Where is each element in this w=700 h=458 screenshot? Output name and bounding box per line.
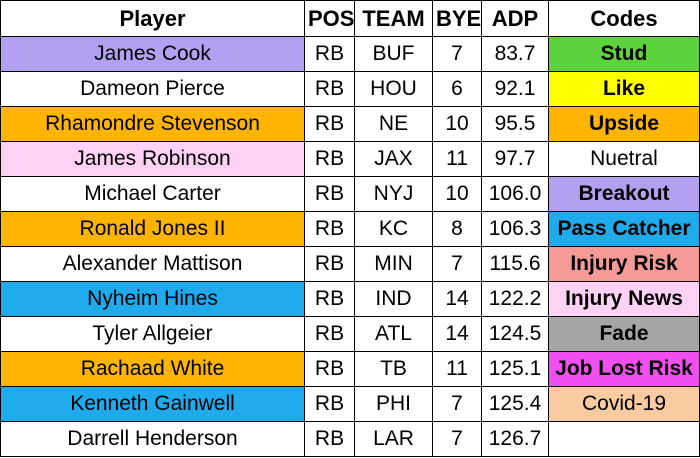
table-row: Dameon Pierce RB HOU 6 92.1 Like [0,71,700,107]
adp-cell: 115.6 [481,246,549,282]
bye-cell: 10 [432,106,482,142]
player-cell: Nyheim Hines [0,281,305,317]
table-body: James Cook RB BUF 7 83.7 Stud Dameon Pierce RB H… [0,36,700,457]
adp-cell: 106.0 [481,176,549,212]
table-row: James Cook RB BUF 7 83.7 Stud [0,36,700,72]
pos-cell: RB [304,36,355,72]
bye-cell: 8 [432,211,482,247]
header-codes: Codes [548,0,700,37]
team-cell: KC [354,211,433,247]
team-cell: ATL [354,316,433,352]
adp-cell: 122.2 [481,281,549,317]
table-row: Ronald Jones II RB KC 8 106.3 Pass Catcher [0,211,700,247]
player-cell: Darrell Henderson [0,421,305,457]
table-row: James Robinson RB JAX 11 97.7 Nuetral [0,141,700,177]
table-row: Tyler Allgeier RB ATL 14 124.5 Fade [0,316,700,352]
pos-cell: RB [304,386,355,422]
team-cell: LAR [354,421,433,457]
table-row: Rachaad White RB TB 11 125.1 Job Lost Risk [0,351,700,387]
code-cell: Pass Catcher [548,211,700,247]
table-row: Kenneth Gainwell RB PHI 7 125.4 Covid-19 [0,386,700,422]
header-team: TEAM [354,0,433,37]
adp-cell: 97.7 [481,141,549,177]
team-cell: TB [354,351,433,387]
pos-cell: RB [304,141,355,177]
adp-cell: 92.1 [481,71,549,107]
code-cell: Job Lost Risk [548,351,700,387]
pos-cell: RB [304,246,355,282]
pos-cell: RB [304,106,355,142]
player-cell: Michael Carter [0,176,305,212]
code-cell: Upside [548,106,700,142]
header-bye: BYE [432,0,482,37]
code-cell: Fade [548,316,700,352]
bye-cell: 6 [432,71,482,107]
code-cell: Stud [548,36,700,72]
code-cell: Covid-19 [548,386,700,422]
player-cell: Rhamondre Stevenson [0,106,305,142]
bye-cell: 7 [432,421,482,457]
code-cell: Breakout [548,176,700,212]
team-cell: JAX [354,141,433,177]
adp-cell: 124.5 [481,316,549,352]
adp-cell: 95.5 [481,106,549,142]
player-cell: James Robinson [0,141,305,177]
bye-cell: 7 [432,386,482,422]
adp-cell: 106.3 [481,211,549,247]
header-row: Player POS TEAM BYE ADP Codes [0,0,700,37]
player-cell: James Cook [0,36,305,72]
pos-cell: RB [304,351,355,387]
pos-cell: RB [304,176,355,212]
player-cell: Kenneth Gainwell [0,386,305,422]
bye-cell: 10 [432,176,482,212]
table-row: Nyheim Hines RB IND 14 122.2 Injury News [0,281,700,317]
adp-cell: 83.7 [481,36,549,72]
table-row: Rhamondre Stevenson RB NE 10 95.5 Upside [0,106,700,142]
team-cell: IND [354,281,433,317]
bye-cell: 7 [432,36,482,72]
adp-cell: 125.1 [481,351,549,387]
player-cell: Dameon Pierce [0,71,305,107]
code-cell: Nuetral [548,141,700,177]
code-cell: Injury Risk [548,246,700,282]
team-cell: HOU [354,71,433,107]
bye-cell: 14 [432,316,482,352]
table-row: Darrell Henderson RB LAR 7 126.7 [0,421,700,457]
player-cell: Tyler Allgeier [0,316,305,352]
bye-cell: 14 [432,281,482,317]
player-cell: Ronald Jones II [0,211,305,247]
header-player: Player [0,0,305,37]
code-cell: Like [548,71,700,107]
pos-cell: RB [304,421,355,457]
pos-cell: RB [304,211,355,247]
table-row: Alexander Mattison RB MIN 7 115.6 Injury Risk [0,246,700,282]
bye-cell: 11 [432,141,482,177]
header-pos: POS [304,0,355,37]
code-cell [548,421,700,457]
bye-cell: 7 [432,246,482,282]
player-cell: Rachaad White [0,351,305,387]
header-adp: ADP [481,0,549,37]
team-cell: NE [354,106,433,142]
player-cell: Alexander Mattison [0,246,305,282]
team-cell: PHI [354,386,433,422]
adp-cell: 125.4 [481,386,549,422]
code-cell: Injury News [548,281,700,317]
table-row: Michael Carter RB NYJ 10 106.0 Breakout [0,176,700,212]
adp-cell: 126.7 [481,421,549,457]
pos-cell: RB [304,281,355,317]
team-cell: BUF [354,36,433,72]
team-cell: NYJ [354,176,433,212]
pos-cell: RB [304,316,355,352]
bye-cell: 11 [432,351,482,387]
team-cell: MIN [354,246,433,282]
pos-cell: RB [304,71,355,107]
